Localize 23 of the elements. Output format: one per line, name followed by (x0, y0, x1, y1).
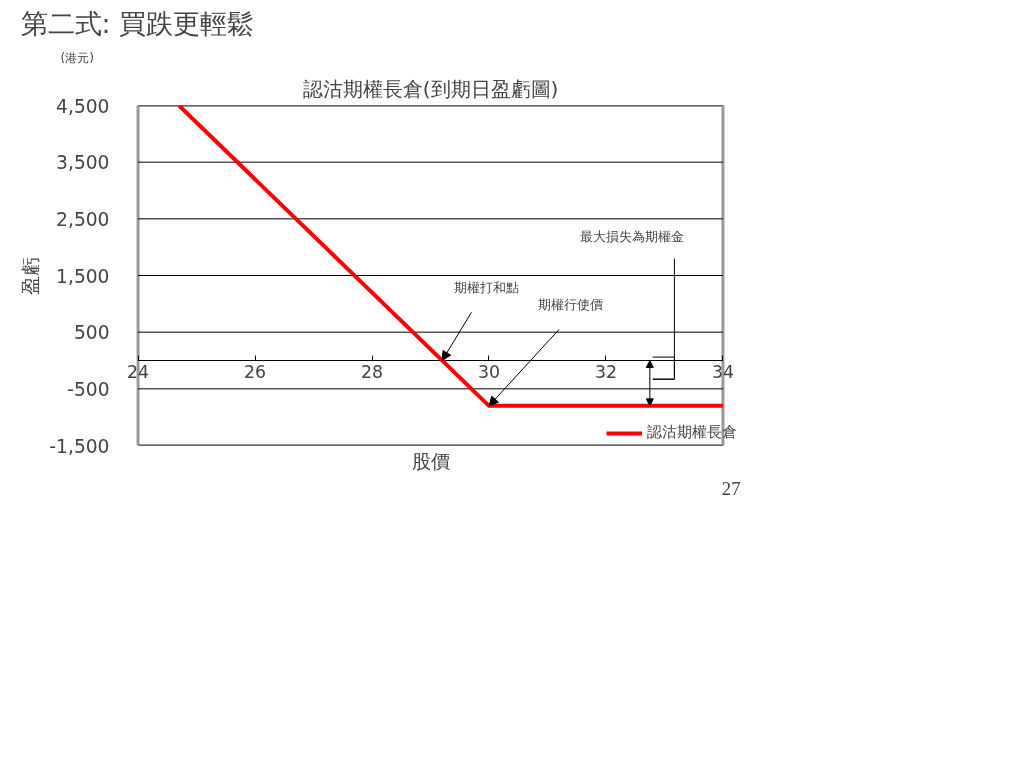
y-tick-label: 4,500 (56, 95, 110, 117)
y-tick-label: -500 (67, 378, 110, 400)
chart-subtitle: 認沽期權長倉(到期日盈虧圖) (302, 76, 559, 101)
y-tick-label: -1,500 (49, 435, 110, 457)
chart-title: 第二式: 買跌更輕鬆 (20, 7, 254, 39)
annotation: 期權打和點 (453, 280, 519, 296)
x-tick-label: 30 (477, 361, 501, 382)
x-tick-label: 26 (244, 361, 267, 382)
x-tick-label: 34 (711, 361, 734, 382)
y-axis-title: 盈虧 (20, 256, 42, 295)
x-tick-label: 24 (127, 361, 150, 382)
legend-label: 認沽期權長倉 (647, 423, 737, 442)
y-tick-label: 500 (73, 322, 110, 344)
annotation: 期權行使價 (538, 297, 604, 313)
text: 27 (721, 477, 741, 499)
y-tick-label: 3,500 (56, 152, 110, 174)
y-tick-label: 2,500 (56, 208, 110, 230)
text: (港元) (60, 50, 94, 65)
x-axis-title: 股價 (411, 450, 450, 472)
y-tick-label: 1,500 (56, 265, 110, 287)
annotation: 最大損失為期權金 (580, 229, 685, 245)
x-tick-label: 32 (594, 361, 618, 382)
x-tick-label: 28 (360, 361, 384, 382)
